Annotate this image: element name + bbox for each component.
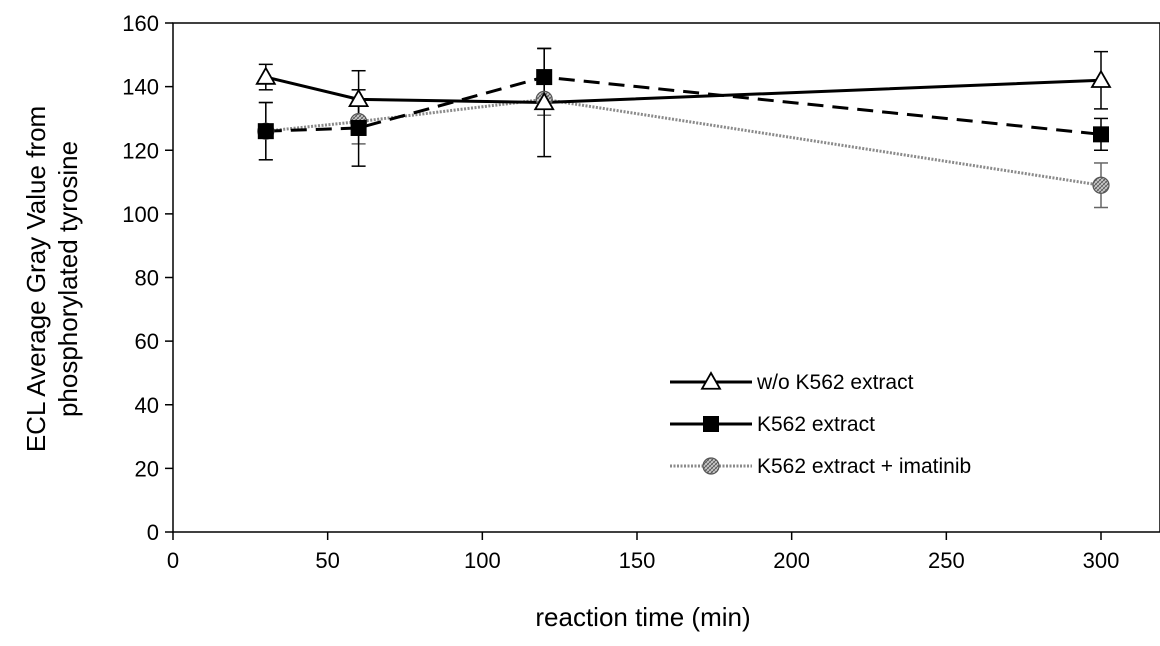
- x-tick-label: 250: [928, 548, 965, 573]
- y-tick-label: 120: [122, 138, 159, 163]
- x-tick-label: 100: [464, 548, 501, 573]
- x-tick-label: 0: [167, 548, 179, 573]
- plot-area: [172, 22, 1160, 533]
- triangle-marker: [700, 371, 722, 390]
- square-marker: [703, 416, 719, 432]
- square-marker: [1093, 126, 1109, 143]
- x-tick-label: 50: [315, 548, 339, 573]
- circle-marker: [702, 457, 720, 475]
- legend-label: K562 extract: [757, 413, 875, 436]
- y-tick-label: 160: [122, 11, 159, 36]
- y-axis-title: ECL Average Gray Value from phosphorylat…: [21, 106, 83, 452]
- x-axis-title: reaction time (min): [535, 602, 750, 632]
- circle-marker: [1092, 176, 1110, 194]
- y-tick-label: 80: [135, 266, 159, 291]
- triangle-marker: [255, 66, 277, 85]
- x-tick-label: 200: [773, 548, 810, 573]
- series-1-markers: [257, 69, 1109, 143]
- y-tick-label: 20: [135, 456, 159, 481]
- legend-item-1: K562 extract: [670, 413, 875, 436]
- series-line: [265, 97, 1102, 187]
- y-tick-label: 40: [135, 393, 159, 418]
- series-2: [258, 82, 1108, 209]
- legend: w/o K562 extract K562 extract K562 extract…: [670, 371, 971, 478]
- y-axis-title-line-1: ECL Average Gray Value from: [21, 106, 51, 452]
- square-marker: [257, 123, 274, 140]
- y-tick-label: 0: [147, 520, 159, 545]
- x-axis: 0 50 100 150 200 250 300: [167, 532, 1119, 573]
- legend-item-0: w/o K562 extract: [670, 371, 914, 394]
- y-tick-label: 100: [122, 202, 159, 227]
- legend-item-2: K562 extract + imatinib: [670, 455, 971, 478]
- series-0: [258, 47, 1108, 158]
- series-line: [265, 75, 1102, 136]
- series-0-markers: [255, 66, 1112, 111]
- y-axis-title-line-2: phosphorylated tyrosine: [53, 141, 83, 417]
- triangle-marker: [348, 88, 370, 107]
- series-1: [258, 47, 1108, 167]
- legend-label: w/o K562 extract: [756, 371, 914, 394]
- triangle-marker: [1090, 69, 1112, 88]
- series-layer: [255, 47, 1112, 209]
- square-marker: [350, 119, 367, 136]
- series-line: [265, 75, 1102, 105]
- y-axis: 0 20 40 60 80 100 120 140 160: [122, 11, 173, 545]
- y-tick-label: 60: [135, 329, 159, 354]
- x-tick-label: 300: [1083, 548, 1120, 573]
- series-2-markers: [257, 90, 1110, 194]
- square-marker: [536, 69, 553, 86]
- triangle-marker: [533, 91, 555, 111]
- x-tick-label: 150: [619, 548, 656, 573]
- y-tick-label: 140: [122, 75, 159, 100]
- legend-label: K562 extract + imatinib: [757, 455, 971, 478]
